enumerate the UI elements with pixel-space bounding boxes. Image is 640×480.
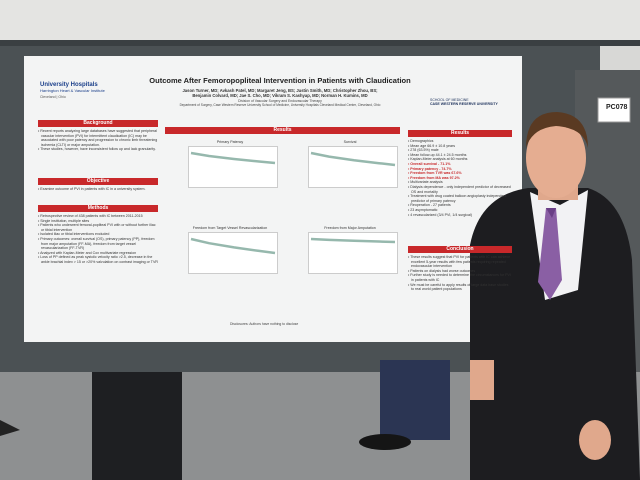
chart-title: Survival: [343, 140, 357, 144]
section-heading: Results: [165, 127, 400, 134]
bullet: Loss of PP defined as peak systolic velo…: [38, 255, 158, 264]
km-chart: Freedom from Target Vessel Revasculariza…: [180, 226, 280, 286]
bullet: Isolated iliac or tibial interventions e…: [38, 232, 158, 237]
bullet: Primary patency - 74.7%: [408, 167, 512, 172]
curve: [310, 237, 396, 244]
chart-title: Freedom from Major Amputation: [324, 226, 376, 230]
bullet: Mean age 66.9 ± 10.8 years: [408, 144, 512, 149]
km-chart: Primary Patency: [180, 140, 280, 200]
bullet: 4 revascularized (3/4 PVI, 1/4 surgical): [408, 213, 512, 218]
section-heading: Results: [408, 130, 512, 137]
plot-area: [188, 232, 278, 274]
section-text: Recent reports analyzing large databases…: [38, 129, 158, 152]
bullet: 278 (63.5%) male: [408, 148, 512, 153]
bullet: Further study is needed to determine the…: [408, 273, 512, 282]
bullet: These results suggest that PVI for patie…: [408, 255, 512, 269]
km-chart: Survival: [300, 140, 400, 200]
section-text: Retrospective review of 438 patients wit…: [38, 214, 158, 265]
footer: Disclosures: Authors have nothing to dis…: [230, 322, 299, 326]
left-logo: University Hospitals Harrington Heart & …: [40, 82, 130, 99]
chart-title: Freedom from Target Vessel Revasculariza…: [192, 226, 268, 230]
section-heading: Conclusion: [408, 246, 512, 253]
plot-area: [188, 146, 278, 188]
curve: [190, 237, 276, 255]
bullet: Patients who underwent femoral-popliteal…: [38, 223, 158, 232]
bullet: Patients on dialysis had worse outcomes: [408, 269, 512, 274]
title: Outcome After Femoropopliteal Interventi…: [149, 76, 411, 85]
section: Objective Examine outcome of PVI in patie…: [38, 178, 158, 192]
section-heading: Objective: [38, 178, 158, 185]
section: Conclusion These results suggest that PVI…: [408, 246, 512, 292]
bullet: Retrospective review of 438 patients wit…: [38, 214, 158, 219]
bullet: Dialysis dependence - only independent p…: [408, 185, 512, 194]
curve: [190, 151, 276, 165]
authors: Benjamin Colvard, MD; Jae S. Cho, MD; Vi…: [192, 93, 368, 98]
section-heading: Methods: [38, 205, 158, 212]
section: Results DemographicsMean age 66.9 ± 10.8 …: [408, 130, 512, 217]
bullet: Recent reports analyzing large databases…: [38, 129, 158, 147]
bullet: Freedom from TVR was 67.6%: [408, 171, 512, 176]
bullet: 23 asymptomatic: [408, 208, 512, 213]
section: Methods Retrospective review of 438 patie…: [38, 205, 158, 265]
bullet: Analyzed with Kaplan-Meier and Cox multi…: [38, 251, 158, 256]
bullet: Kaplan-Meier analysis at 60 months: [408, 157, 512, 162]
logo-line: CASE WESTERN RESERVE UNIVERSITY: [430, 102, 498, 106]
affiliation: Department of Surgery, Case Western Rese…: [179, 103, 381, 107]
header: Outcome After Femoropopliteal Interventi…: [130, 76, 430, 107]
bullet: Freedom from MA was 97.2%: [408, 176, 512, 181]
bullet: Reoperation - 27 patients: [408, 203, 512, 208]
section-text: These results suggest that PVI for patie…: [408, 255, 512, 292]
bullet: Single institution, multiple sites: [38, 219, 158, 224]
bullet: Treatment with drug coated balloon angio…: [408, 194, 512, 203]
board-number: PC078: [606, 104, 628, 111]
division: Division of Vascular Surgery and Endovas…: [238, 99, 322, 103]
logo-city: Cleveland | Ohio: [40, 95, 66, 99]
bullet: Demographics: [408, 139, 512, 144]
section: Background Recent reports analyzing large…: [38, 120, 158, 152]
logo-name: University Hospitals: [40, 82, 98, 88]
section-heading: Background: [38, 120, 158, 127]
bullet: Multivariate analysis: [408, 180, 512, 185]
logo-sub: Harrington Heart & Vascular Institute: [40, 88, 105, 93]
bullet: Overall survival - 71.1%: [408, 162, 512, 167]
section-text: Examine outcome of PVI in patients with …: [38, 187, 158, 192]
bullet: Primary outcomes: overall survival (OS),…: [38, 237, 158, 251]
bullet: Examine outcome of PVI in patients with …: [38, 187, 158, 192]
authors: Jason Turner, MD; Avkash Patel, MD; Marg…: [182, 88, 378, 93]
logo-line: SCHOOL OF MEDICINE: [430, 98, 469, 102]
bullet: We must be careful to apply results of l…: [408, 283, 512, 292]
plot-area: [308, 146, 398, 188]
bullet: These studies, however, have inconsisten…: [38, 147, 158, 152]
chart-title: Primary Patency: [216, 140, 244, 144]
curve: [310, 151, 396, 167]
right-logo: SCHOOL OF MEDICINE CASE WESTERN RESERVE …: [430, 98, 510, 106]
plot-area: [308, 232, 398, 274]
bullet: Mean follow-up 44.1 ± 24.5 months: [408, 153, 512, 158]
section-text: DemographicsMean age 66.9 ± 10.8 years27…: [408, 139, 512, 217]
km-chart: Freedom from Major Amputation: [300, 226, 400, 286]
